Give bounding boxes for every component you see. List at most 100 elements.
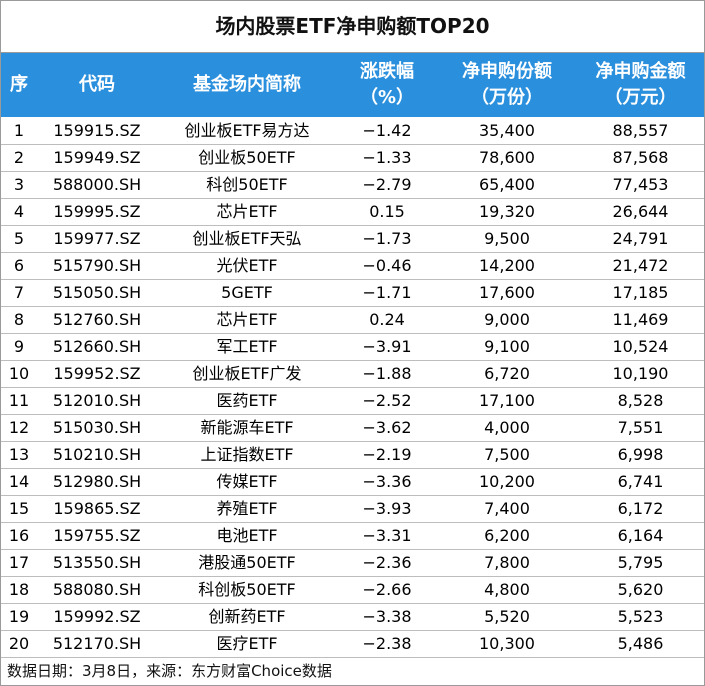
- net-subscription-amount: 5,620: [617, 580, 664, 599]
- net-subscription-shares: 7,500: [484, 445, 530, 464]
- row-index: 4: [13, 202, 25, 221]
- net-subscription-shares: 65,400: [479, 175, 535, 194]
- row-index: 2: [13, 148, 25, 167]
- change-percent: −2.36: [362, 553, 412, 572]
- fund-name: 医疗ETF: [216, 634, 278, 653]
- change-percent: −2.38: [362, 634, 412, 653]
- row-index: 6: [13, 256, 25, 275]
- row-index: 18: [8, 580, 30, 599]
- change-percent: −3.91: [362, 337, 412, 356]
- fund-code: 513550.SH: [52, 553, 142, 572]
- change-percent: −3.31: [362, 526, 412, 545]
- fund-code: 512170.SH: [52, 634, 142, 653]
- fund-code: 159995.SZ: [53, 202, 141, 221]
- change-percent: −3.62: [362, 418, 412, 437]
- table-row: 20 512170.SH 医疗ETF −2.38 10,300 5,486: [1, 630, 704, 658]
- table-row: 10 159952.SZ 创业板ETF广发 −1.88 6,720 10,190: [1, 360, 704, 388]
- fund-name: 军工ETF: [216, 337, 278, 356]
- table-row: 5 159977.SZ 创业板ETF天弘 −1.73 9,500 24,791: [1, 225, 704, 253]
- net-subscription-shares: 10,300: [479, 634, 535, 653]
- table-row: 1 159915.SZ 创业板ETF易方达 −1.42 35,400 88,557: [1, 117, 704, 145]
- row-index: 1: [13, 121, 25, 140]
- fund-code: 512660.SH: [52, 337, 142, 356]
- change-percent: −0.46: [362, 256, 412, 275]
- row-index: 10: [8, 364, 30, 383]
- change-percent: 0.15: [369, 202, 405, 221]
- net-subscription-shares: 10,200: [479, 472, 535, 491]
- net-subscription-shares: 7,400: [484, 499, 530, 518]
- net-subscription-amount: 17,185: [612, 283, 669, 302]
- fund-code: 588000.SH: [52, 175, 142, 194]
- change-percent: −1.73: [362, 229, 412, 248]
- net-subscription-shares: 78,600: [479, 148, 535, 167]
- net-subscription-shares: 4,000: [484, 418, 530, 437]
- fund-code: 159992.SZ: [53, 607, 141, 626]
- row-index: 17: [8, 553, 30, 572]
- fund-name: 科创50ETF: [206, 175, 288, 194]
- row-index: 8: [13, 310, 25, 329]
- change-percent: −3.36: [362, 472, 412, 491]
- fund-code: 512980.SH: [52, 472, 142, 491]
- net-subscription-amount: 8,528: [617, 391, 664, 410]
- net-subscription-amount: 6,164: [617, 526, 664, 545]
- header-shares-line2: （万份）: [471, 87, 543, 108]
- fund-code: 515790.SH: [52, 256, 142, 275]
- table-row: 15 159865.SZ 养殖ETF −3.93 7,400 6,172: [1, 495, 704, 523]
- net-subscription-shares: 14,200: [479, 256, 535, 275]
- header-change: 涨跌幅 （%）: [337, 53, 437, 117]
- net-subscription-amount: 88,557: [612, 121, 669, 140]
- row-index: 15: [8, 499, 30, 518]
- table-row: 2 159949.SZ 创业板50ETF −1.33 78,600 87,568: [1, 144, 704, 172]
- fund-code: 159977.SZ: [53, 229, 141, 248]
- header-index: 序: [1, 53, 37, 117]
- net-subscription-shares: 6,200: [484, 526, 530, 545]
- fund-name: 港股通50ETF: [198, 553, 296, 572]
- fund-code: 159949.SZ: [53, 148, 141, 167]
- fund-name: 上证指数ETF: [200, 445, 294, 464]
- net-subscription-amount: 10,524: [612, 337, 669, 356]
- net-subscription-amount: 5,795: [617, 553, 664, 572]
- change-percent: −3.38: [362, 607, 412, 626]
- change-percent: −1.33: [362, 148, 412, 167]
- fund-code: 588080.SH: [52, 580, 142, 599]
- fund-name: 科创板50ETF: [198, 580, 296, 599]
- net-subscription-shares: 9,500: [484, 229, 530, 248]
- table-row: 7 515050.SH 5GETF −1.71 17,600 17,185: [1, 279, 704, 307]
- table-row: 19 159992.SZ 创新药ETF −3.38 5,520 5,523: [1, 603, 704, 631]
- fund-code: 159952.SZ: [53, 364, 141, 383]
- header-change-line1: 涨跌幅: [360, 61, 414, 82]
- fund-code: 515030.SH: [52, 418, 142, 437]
- fund-name: 芯片ETF: [216, 202, 278, 221]
- row-index: 19: [8, 607, 30, 626]
- change-percent: 0.24: [369, 310, 405, 329]
- header-amount: 净申购金额 （万元）: [577, 53, 704, 117]
- header-code-label: 代码: [79, 74, 115, 95]
- net-subscription-amount: 26,644: [612, 202, 669, 221]
- row-index: 7: [13, 283, 25, 302]
- table-row: 17 513550.SH 港股通50ETF −2.36 7,800 5,795: [1, 549, 704, 577]
- row-index: 9: [13, 337, 25, 356]
- table-row: 8 512760.SH 芯片ETF 0.24 9,000 11,469: [1, 306, 704, 334]
- fund-code: 512760.SH: [52, 310, 142, 329]
- fund-name: 创新药ETF: [208, 607, 286, 626]
- fund-name: 创业板ETF广发: [192, 364, 302, 383]
- fund-code: 159915.SZ: [53, 121, 141, 140]
- fund-code: 159865.SZ: [53, 499, 141, 518]
- fund-code: 510210.SH: [52, 445, 142, 464]
- fund-code: 512010.SH: [52, 391, 142, 410]
- table-row: 18 588080.SH 科创板50ETF −2.66 4,800 5,620: [1, 576, 704, 604]
- fund-name: 芯片ETF: [216, 310, 278, 329]
- row-index: 12: [8, 418, 30, 437]
- header-code: 代码: [37, 53, 157, 117]
- net-subscription-shares: 35,400: [479, 121, 535, 140]
- fund-code: 515050.SH: [52, 283, 142, 302]
- table-row: 13 510210.SH 上证指数ETF −2.19 7,500 6,998: [1, 441, 704, 469]
- fund-name: 新能源车ETF: [200, 418, 294, 437]
- header-amount-line1: 净申购金额: [595, 61, 686, 82]
- change-percent: −2.52: [362, 391, 412, 410]
- net-subscription-amount: 7,551: [617, 418, 664, 437]
- fund-name: 创业板50ETF: [198, 148, 296, 167]
- row-index: 16: [8, 526, 30, 545]
- change-percent: −1.88: [362, 364, 412, 383]
